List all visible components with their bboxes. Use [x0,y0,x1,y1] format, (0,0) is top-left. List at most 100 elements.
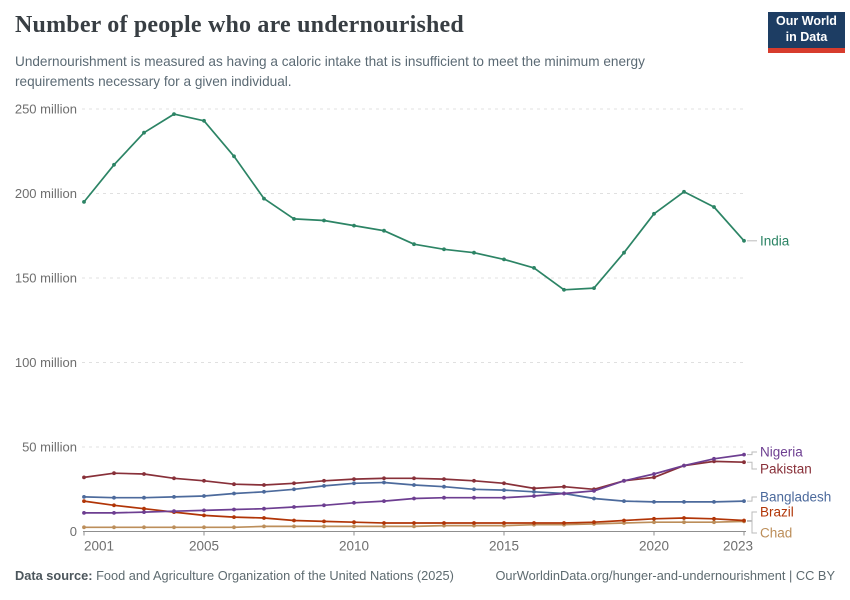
data-point-brazil-2022 [712,516,716,521]
series-line-india[interactable] [83,113,745,291]
data-point-brazil-2007 [262,516,266,520]
owid-logo[interactable]: Our World in Data [768,12,845,53]
label-connector-brazil [747,511,757,521]
data-point-pakistan-2006 [232,482,236,487]
data-point-bangladesh-2007 [262,489,266,494]
data-point-nigeria-2001 [82,511,86,515]
data-point-chad-2005 [202,525,206,530]
page-title: Number of people who are undernourished [15,12,464,38]
data-point-india-2006 [232,154,236,159]
data-point-india-2010 [352,223,356,228]
data-point-brazil-2021 [682,516,686,520]
data-point-chad-2020 [652,520,656,525]
data-point-bangladesh-2010 [352,481,356,486]
data-point-pakistan-2007 [262,483,266,487]
data-point-pakistan-2014 [472,478,476,483]
data-point-brazil-2023 [742,518,746,523]
data-point-pakistan-2013 [442,477,446,481]
data-point-india-2021 [682,189,686,194]
data-point-chad-2010 [352,524,356,529]
data-point-brazil-2006 [232,515,236,519]
data-point-bangladesh-2004 [172,495,176,499]
data-point-chad-2021 [682,520,686,525]
data-point-nigeria-2021 [682,463,686,468]
data-point-brazil-2019 [622,518,626,523]
data-point-bangladesh-2011 [382,480,386,485]
data-point-bangladesh-2019 [622,499,626,503]
data-point-bangladesh-2021 [682,500,686,504]
data-point-bangladesh-2001 [82,495,86,499]
data-point-india-2019 [622,250,626,255]
data-point-pakistan-2003 [142,472,146,476]
data-point-chad-2013 [442,523,446,528]
data-point-bangladesh-2003 [142,495,146,500]
data-point-india-2012 [412,242,416,247]
data-point-nigeria-2022 [712,456,716,461]
data-point-india-2018 [592,286,596,290]
series-label-chad[interactable]: Chad [760,526,792,541]
series-label-brazil[interactable]: Brazil [760,505,794,520]
data-point-nigeria-2003 [142,510,146,514]
data-point-brazil-2015 [502,521,506,525]
data-point-nigeria-2009 [322,503,326,508]
series-label-india[interactable]: India [760,234,790,249]
data-point-india-2004 [172,112,176,116]
footer-link[interactable]: OurWorldinData.org/hunger-and-undernouri… [495,568,835,583]
data-source-text: Food and Agriculture Organization of the… [92,568,454,583]
data-point-india-2011 [382,228,386,233]
data-point-chad-2003 [142,525,146,530]
data-point-india-2013 [442,247,446,252]
data-point-brazil-2009 [322,519,326,524]
data-point-pakistan-2001 [82,475,86,480]
data-point-nigeria-2023 [742,452,746,457]
series-line-brazil[interactable] [83,500,745,524]
data-point-nigeria-2005 [202,508,206,513]
y-tick-label-0: 0 [70,524,77,539]
data-point-bangladesh-2020 [652,500,656,504]
series-label-nigeria[interactable]: Nigeria [760,445,803,460]
data-point-bangladesh-2018 [592,496,596,501]
data-point-pakistan-2005 [202,478,206,483]
data-point-nigeria-2015 [502,495,506,500]
data-point-chad-2015 [502,523,506,528]
data-point-bangladesh-2022 [712,500,716,504]
label-connector-nigeria [747,451,757,456]
chart-subtitle: Undernourishment is measured as having a… [15,54,645,89]
data-point-brazil-2012 [412,521,416,525]
owid-logo-line1: Our World [776,14,837,29]
data-point-pakistan-2009 [322,478,326,483]
data-point-bangladesh-2015 [502,488,506,492]
data-point-pakistan-2011 [382,476,386,481]
data-point-india-2005 [202,118,206,123]
data-point-chad-2004 [172,525,176,530]
data-point-brazil-2008 [292,518,296,523]
data-point-bangladesh-2013 [442,484,446,489]
series-label-pakistan[interactable]: Pakistan [760,462,812,477]
data-point-brazil-2002 [112,503,116,508]
data-point-nigeria-2020 [652,472,656,476]
data-point-pakistan-2002 [112,471,116,476]
data-point-bangladesh-2023 [742,499,746,503]
data-point-nigeria-2013 [442,495,446,500]
data-point-brazil-2011 [382,521,386,525]
data-point-india-2015 [502,257,506,262]
y-tick-label-50: 50 million [22,440,77,455]
data-source: Data source: Food and Agriculture Organi… [15,568,454,583]
data-point-brazil-2014 [472,521,476,525]
data-point-india-2007 [262,196,266,201]
data-point-india-2001 [82,200,86,204]
data-point-nigeria-2006 [232,507,236,512]
series-label-bangladesh[interactable]: Bangladesh [760,490,831,505]
data-point-bangladesh-2016 [532,489,536,494]
y-tick-label-200: 200 million [15,186,77,201]
data-point-chad-2001 [82,525,86,530]
data-point-bangladesh-2002 [112,495,116,500]
data-point-bangladesh-2012 [412,483,416,487]
data-point-pakistan-2015 [502,481,506,486]
data-point-pakistan-2004 [172,476,176,481]
data-point-india-2020 [652,211,656,216]
data-point-brazil-2001 [82,499,86,503]
data-point-india-2014 [472,250,476,255]
